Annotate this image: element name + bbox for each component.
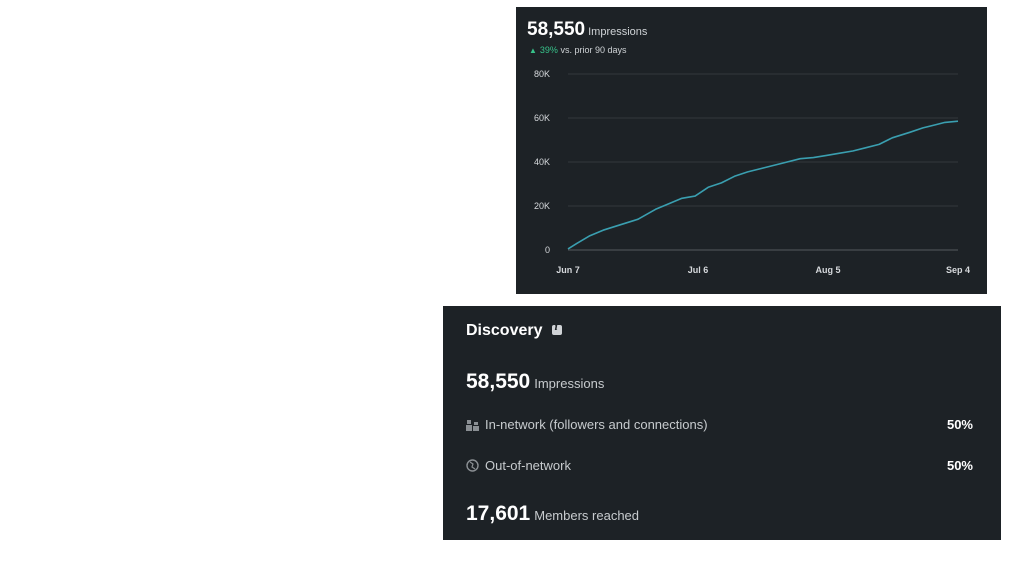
- globe-icon: [466, 459, 479, 472]
- impressions-line-chart: 0 20K 40K 60K 80K Jun 7 Jul 6 Aug 5 Sep 4: [534, 69, 970, 275]
- discovery-title-row: Discovery: [466, 322, 562, 340]
- people-icon: [466, 420, 479, 431]
- impressions-series-line: [567, 120, 959, 250]
- impressions-total-label: Impressions: [588, 26, 648, 38]
- x-tick-label: Aug 5: [815, 265, 840, 275]
- y-tick-label: 20K: [534, 201, 550, 211]
- info-icon[interactable]: [551, 323, 562, 335]
- impressions-change: ▲ 39% vs. prior 90 days: [529, 45, 626, 55]
- impressions-chart-card: 58,550 Impressions ▲ 39% vs. prior 90 days…: [516, 7, 987, 294]
- members-reached: 17,601 Members reached: [466, 502, 639, 526]
- discovery-title: Discovery: [466, 322, 543, 339]
- members-reached-label: Members reached: [534, 508, 640, 523]
- y-tick-label: 80K: [534, 69, 550, 79]
- in-network-label: In-network (followers and connections): [485, 417, 708, 432]
- y-tick-label: 0: [545, 245, 550, 255]
- out-of-network-percent: 50%: [946, 458, 973, 473]
- x-tick-label: Jul 6: [688, 265, 709, 275]
- in-network-row: In-network (followers and connections) 5…: [466, 417, 973, 435]
- impressions-total-value: 58,550: [527, 19, 586, 40]
- trend-up-icon: ▲: [529, 46, 537, 55]
- y-tick-label: 60K: [534, 113, 550, 123]
- change-percent: 39%: [539, 45, 558, 55]
- y-tick-label: 40K: [534, 157, 550, 167]
- change-text: vs. prior 90 days: [560, 45, 627, 55]
- in-network-percent: 50%: [946, 417, 973, 432]
- out-of-network-label: Out-of-network: [485, 458, 571, 473]
- x-tick-label: Jun 7: [556, 265, 580, 275]
- out-of-network-row: Out-of-network 50%: [466, 458, 973, 476]
- discovery-impressions-label: Impressions: [534, 376, 605, 391]
- discovery-impressions: 58,550 Impressions: [466, 370, 604, 394]
- impressions-total: 58,550 Impressions: [527, 19, 647, 41]
- members-reached-value: 17,601: [466, 502, 531, 525]
- x-tick-label: Sep 4: [946, 265, 970, 275]
- discovery-impressions-value: 58,550: [466, 370, 531, 393]
